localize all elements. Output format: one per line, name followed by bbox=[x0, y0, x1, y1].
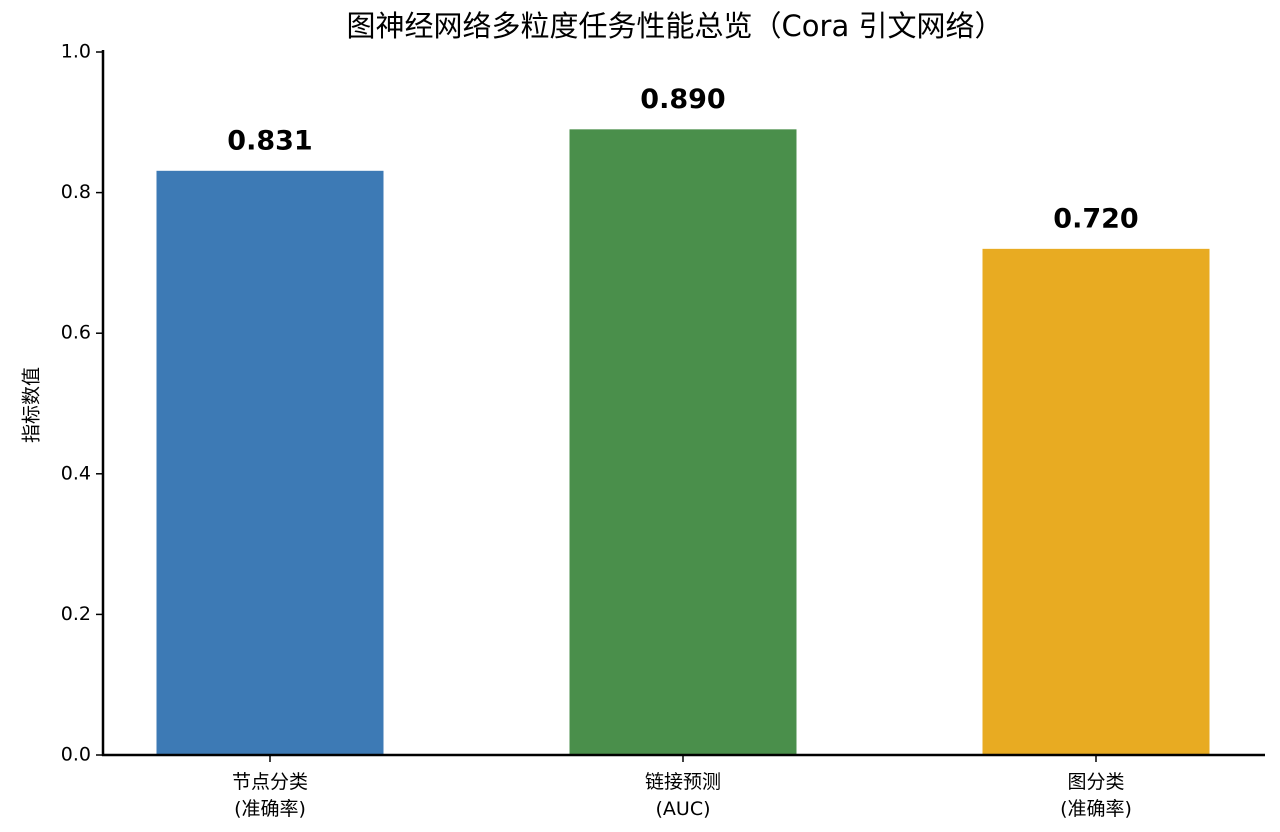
value-label: 0.720 bbox=[1053, 203, 1138, 234]
x-tick-label: 链接预测(AUC) bbox=[645, 771, 721, 820]
bar bbox=[982, 248, 1210, 755]
x-tick-label: 图分类(准确率) bbox=[1060, 771, 1132, 820]
bar bbox=[156, 170, 384, 755]
y-tick-label: 0.0 bbox=[61, 744, 91, 766]
bar bbox=[569, 129, 797, 755]
y-tick-label: 0.6 bbox=[61, 322, 91, 344]
y-axis-label: 指标数值 bbox=[21, 367, 43, 443]
x-tick-label: 节点分类(准确率) bbox=[232, 771, 308, 820]
y-tick-label: 0.4 bbox=[61, 462, 91, 484]
chart-title: 图神经网络多粒度任务性能总览（Cora 引文网络） bbox=[347, 9, 1004, 43]
value-label: 0.890 bbox=[640, 84, 725, 115]
y-tick-label: 0.8 bbox=[61, 181, 91, 203]
value-label: 0.831 bbox=[227, 125, 312, 156]
y-tick-label: 0.2 bbox=[61, 603, 91, 625]
y-tick-label: 1.0 bbox=[61, 41, 91, 63]
